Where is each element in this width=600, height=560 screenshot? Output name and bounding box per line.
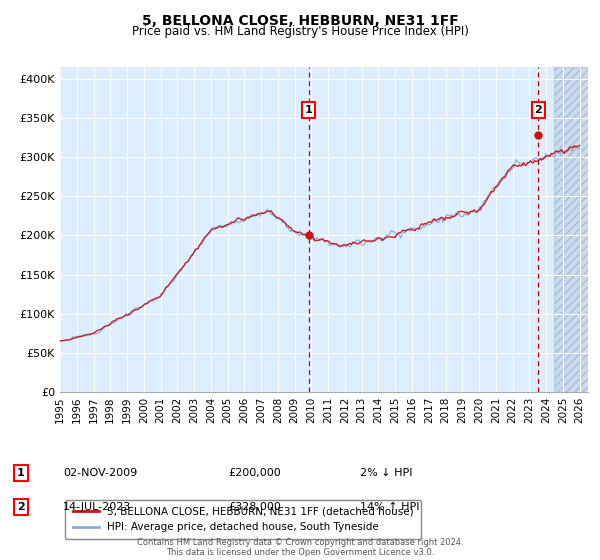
Text: £328,000: £328,000: [228, 502, 281, 512]
Text: Contains HM Land Registry data © Crown copyright and database right 2024.
This d: Contains HM Land Registry data © Crown c…: [137, 538, 463, 557]
Text: 2: 2: [535, 105, 542, 115]
Bar: [554, 67, 588, 392]
Text: 1: 1: [17, 468, 25, 478]
Text: 2% ↓ HPI: 2% ↓ HPI: [360, 468, 413, 478]
Text: 1: 1: [305, 105, 313, 115]
Text: 14% ↑ HPI: 14% ↑ HPI: [360, 502, 419, 512]
Text: £200,000: £200,000: [228, 468, 281, 478]
Text: 2: 2: [17, 502, 25, 512]
Legend: 5, BELLONA CLOSE, HEBBURN, NE31 1FF (detached house), HPI: Average price, detach: 5, BELLONA CLOSE, HEBBURN, NE31 1FF (det…: [65, 500, 421, 539]
Text: 02-NOV-2009: 02-NOV-2009: [63, 468, 137, 478]
Text: 14-JUL-2023: 14-JUL-2023: [63, 502, 131, 512]
Text: Price paid vs. HM Land Registry's House Price Index (HPI): Price paid vs. HM Land Registry's House …: [131, 25, 469, 38]
Text: 5, BELLONA CLOSE, HEBBURN, NE31 1FF: 5, BELLONA CLOSE, HEBBURN, NE31 1FF: [142, 14, 458, 28]
